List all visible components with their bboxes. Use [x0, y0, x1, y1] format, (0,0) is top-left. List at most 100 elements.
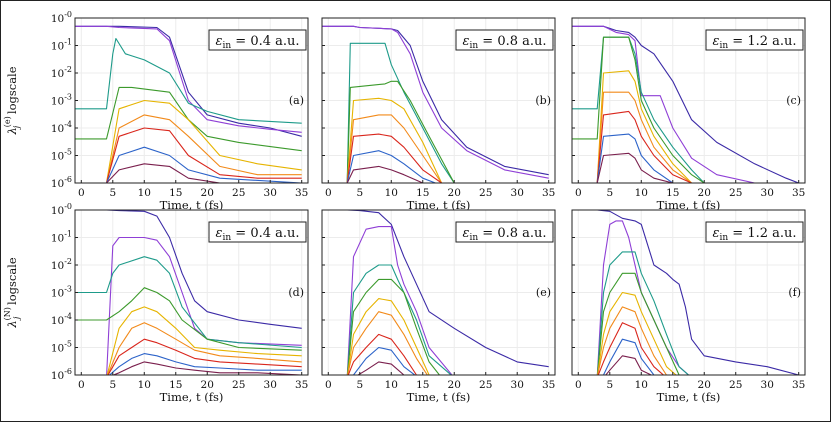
series-line-7 [572, 133, 686, 183]
x-tick-label-5: 25 [232, 187, 245, 199]
series-line-1 [75, 25, 302, 133]
x-tick-label-7: 35 [295, 187, 308, 199]
x-tick-label-1: 5 [356, 379, 363, 391]
panel-a: 0 5 10 15 20 25 30 35 Time, t (fs) 10-6 10-5 10-4 10… [51, 10, 309, 212]
y-tick-label-2: 10-4 [51, 120, 72, 135]
annotation-text: εin = 1.2 a.u. [712, 34, 796, 51]
x-tick-label-0: 0 [575, 187, 582, 199]
row-labels: λ(e)j logscale λ(N)j logscale [3, 66, 21, 328]
x-tick-label-3: 15 [666, 187, 679, 199]
series-line-0 [572, 210, 799, 375]
annotation-box [455, 221, 554, 243]
x-tick-label-6: 30 [511, 187, 524, 199]
x-tick-label-3: 15 [416, 187, 429, 199]
x-tick-label-1: 5 [109, 379, 116, 391]
series-line-3 [572, 36, 705, 183]
series-line-6 [75, 127, 302, 183]
x-tick-label-6: 30 [264, 379, 277, 391]
panel-c: 0 5 10 15 20 25 30 35 Time, t (fs) εin = 1.2 a.u.… [571, 17, 806, 212]
panel-f: 0 5 10 15 20 25 30 35 Time, t (fs) εin = 1.2 a.u.… [571, 209, 806, 404]
x-tick-label-3: 15 [169, 379, 182, 391]
x-tick-label-3: 15 [666, 379, 679, 391]
y-tick-label-0: 10-6 [51, 175, 72, 190]
x-tick-label-2: 10 [138, 379, 151, 391]
y-tick-label-4: 10-2 [51, 257, 72, 272]
series-line-8 [322, 165, 436, 183]
series-line-3 [75, 86, 302, 152]
series-line-4 [572, 70, 705, 183]
series-line-6 [107, 338, 302, 375]
y-tick-label-3: 10-3 [51, 285, 72, 300]
x-tick-label-4: 20 [698, 187, 711, 199]
x-tick-label-3: 15 [416, 379, 429, 391]
x-tick-label-0: 0 [78, 187, 85, 199]
panel-label: (b) [535, 94, 551, 107]
series-line-6 [572, 110, 692, 183]
y-tick-label-6: 10-0 [51, 10, 72, 25]
x-tick-label-0: 0 [325, 187, 332, 199]
x-tick-label-0: 0 [325, 379, 332, 391]
series-line-8 [111, 361, 302, 375]
series-line-3 [75, 287, 302, 351]
panels: 0 5 10 15 20 25 30 35 Time, t (fs) 10-6 10-5 10-4 10… [51, 10, 806, 404]
annotation-box [208, 221, 307, 243]
x-axis-label: Time, t (fs) [407, 390, 471, 404]
y-axis-label-row-1: λ(N)j logscale [3, 257, 21, 329]
x-tick-label-5: 25 [729, 187, 742, 199]
panel-label: (a) [289, 94, 304, 107]
x-tick-label-0: 0 [78, 379, 85, 391]
y-tick-label-2: 10-4 [51, 312, 72, 327]
annotation-box [455, 29, 554, 51]
series-line-4 [597, 291, 677, 375]
series-line-4 [75, 99, 302, 183]
annotation-text: εin = 1.2 a.u. [712, 226, 796, 243]
series-line-8 [572, 152, 686, 183]
x-axis-label: Time, t (fs) [407, 198, 471, 212]
series-line-4 [106, 306, 302, 375]
series-line-5 [572, 91, 692, 183]
annotation-box [208, 29, 307, 51]
series-line-2 [572, 36, 705, 183]
series-group [322, 210, 549, 375]
panel-label: (c) [786, 94, 801, 107]
x-tick-label-6: 30 [761, 187, 774, 199]
x-tick-label-6: 30 [264, 187, 277, 199]
series-line-2 [75, 256, 302, 349]
x-tick-label-2: 10 [138, 187, 151, 199]
x-tick-label-1: 5 [606, 379, 613, 391]
annotation-text: εin = 0.4 a.u. [215, 226, 299, 243]
x-tick-label-0: 0 [575, 379, 582, 391]
x-axis-label: Time, t (fs) [657, 390, 721, 404]
x-tick-label-7: 35 [792, 379, 805, 391]
x-tick-label-4: 20 [698, 379, 711, 391]
panel-label: (f) [788, 286, 801, 299]
x-tick-label-5: 25 [729, 379, 742, 391]
x-tick-label-2: 10 [635, 379, 648, 391]
y-tick-label-1: 10-5 [51, 340, 72, 355]
y-tick-label-5: 10-1 [51, 38, 72, 53]
x-tick-label-6: 30 [511, 379, 524, 391]
series-line-6 [322, 133, 442, 183]
x-tick-label-1: 5 [109, 187, 116, 199]
x-axis-label: Time, t (fs) [160, 198, 224, 212]
panel-d: 0 5 10 15 20 25 30 35 Time, t (fs) 10-6 10-5 10-4 10… [51, 202, 309, 404]
series-line-1 [572, 25, 755, 183]
panel-label: (e) [536, 286, 551, 299]
y-tick-label-1: 10-5 [51, 148, 72, 163]
series-line-7 [322, 150, 436, 183]
series-line-3 [322, 80, 455, 183]
series-line-7 [75, 146, 302, 183]
x-tick-label-7: 35 [295, 379, 308, 391]
annotation-text: εin = 0.8 a.u. [462, 34, 546, 51]
panel-label: (d) [288, 286, 304, 299]
series-line-5 [107, 322, 302, 375]
series-group [75, 25, 302, 183]
x-tick-label-4: 20 [448, 379, 461, 391]
panel-e: 0 5 10 15 20 25 30 35 Time, t (fs) εin = 0.8 a.u.… [321, 209, 556, 404]
x-tick-label-2: 10 [385, 187, 398, 199]
series-line-4 [347, 298, 432, 375]
series-line-2 [346, 264, 452, 375]
series-line-1 [346, 226, 453, 375]
annotation-text: εin = 0.4 a.u. [215, 34, 299, 51]
